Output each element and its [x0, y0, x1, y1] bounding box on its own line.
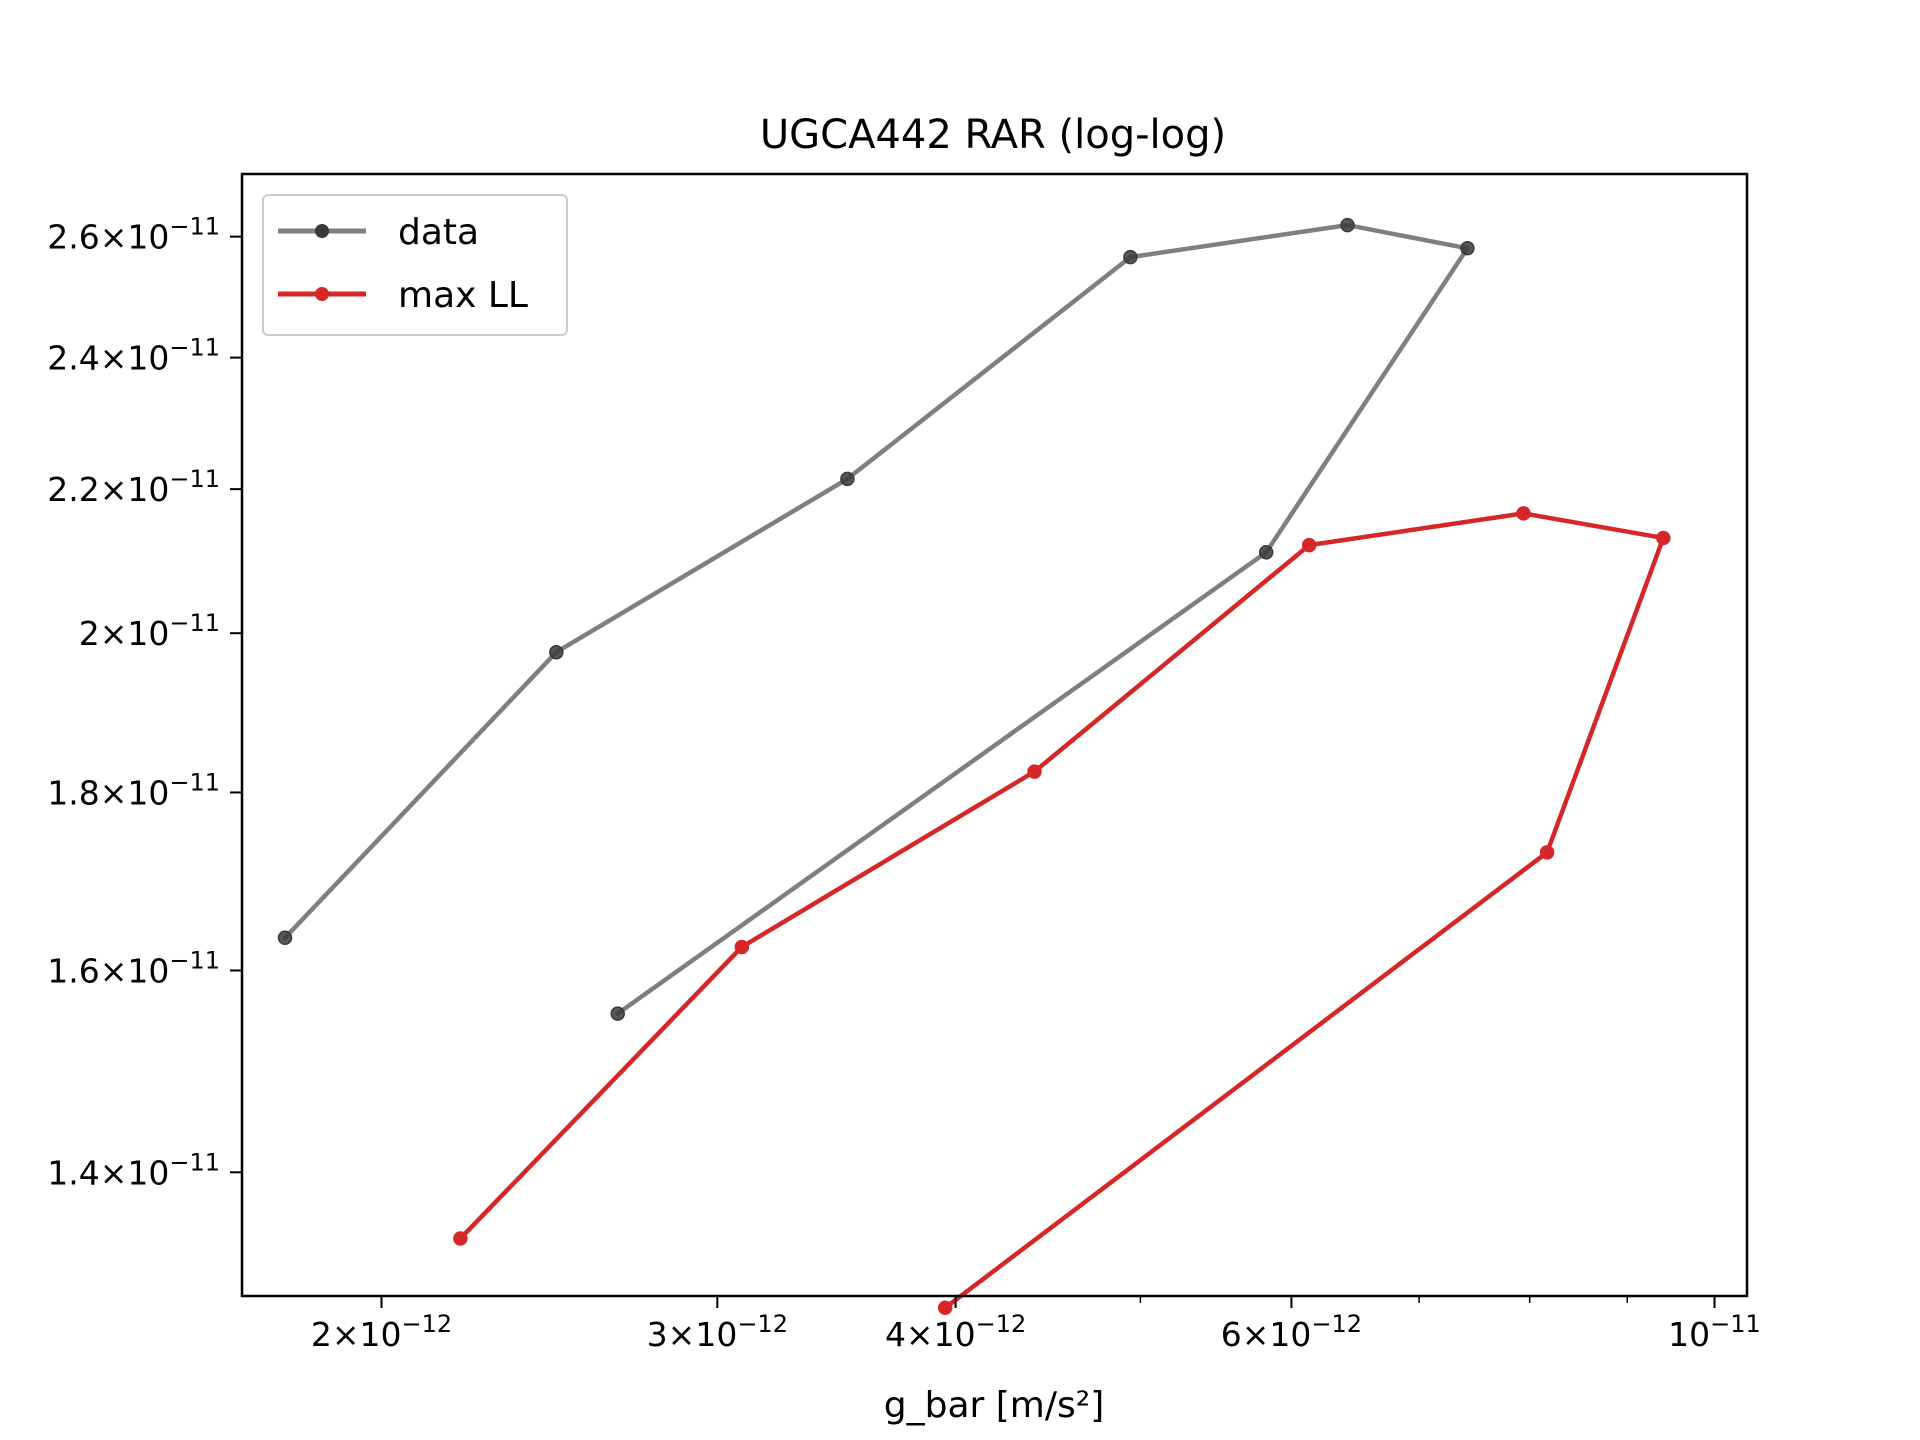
data-point-data — [277, 930, 293, 946]
x-tick-label: 4×10−12 — [885, 1310, 1026, 1354]
y-tick-label: 1.8×10−11 — [47, 768, 220, 812]
chart-title: UGCA442 RAR (log-log) — [760, 112, 1226, 158]
data-point-data — [1460, 241, 1475, 256]
data-point-data — [1258, 545, 1274, 560]
series-line-max-ll — [458, 511, 1666, 1311]
data-point-max-ll — [1516, 506, 1531, 521]
data-point-max-ll — [1656, 530, 1671, 546]
series-layer — [277, 217, 1671, 1316]
plot-frame — [240, 172, 1749, 1298]
data-point-data — [1340, 217, 1355, 233]
data-point-data — [1123, 249, 1138, 265]
data-point-max-ll — [453, 1231, 468, 1246]
data-point-max-ll — [1301, 537, 1317, 553]
data-point-data — [549, 644, 564, 660]
data-point-data — [610, 1006, 625, 1021]
legend-marker-max-ll — [315, 287, 329, 301]
data-point-max-ll — [734, 939, 750, 955]
x-axis-ticks: 2×10−12 3×10−12 4×10−12 6×10−12 10−11 — [311, 1296, 1761, 1354]
data-point-max-ll — [1027, 764, 1042, 779]
legend-marker-data — [315, 224, 329, 238]
legend-label-data: data — [398, 212, 479, 253]
data-point-max-ll — [1539, 845, 1555, 860]
x-axis-label: g_bar [m/s²] — [884, 1385, 1104, 1426]
data-point-data — [840, 471, 855, 487]
series-line-data — [282, 222, 1470, 1016]
legend: data max LL — [262, 194, 568, 336]
legend-label-max-ll: max LL — [398, 275, 528, 316]
data-point-max-ll — [937, 1300, 953, 1316]
